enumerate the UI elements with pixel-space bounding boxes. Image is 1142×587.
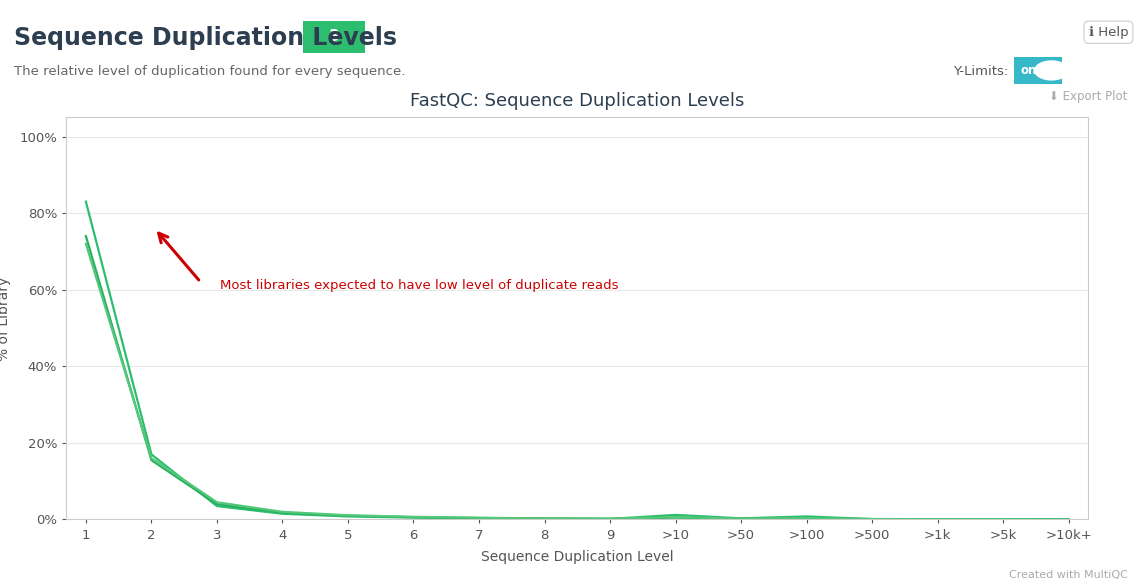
Text: The relative level of duplication found for every sequence.: The relative level of duplication found … [14, 65, 405, 78]
Text: ℹ Help: ℹ Help [1088, 26, 1128, 39]
Title: FastQC: Sequence Duplication Levels: FastQC: Sequence Duplication Levels [410, 92, 745, 110]
Text: Sequence Duplication Levels: Sequence Duplication Levels [14, 26, 396, 50]
Text: 3: 3 [329, 29, 339, 44]
Text: Most libraries expected to have low level of duplicate reads: Most libraries expected to have low leve… [220, 279, 619, 292]
Y-axis label: % of Library: % of Library [0, 276, 11, 360]
Circle shape [1035, 61, 1068, 80]
Text: ⬇ Export Plot: ⬇ Export Plot [1048, 90, 1127, 103]
FancyBboxPatch shape [298, 18, 370, 55]
Text: Created with MultiQC: Created with MultiQC [1010, 570, 1128, 580]
FancyBboxPatch shape [1011, 55, 1065, 86]
Text: on: on [1020, 64, 1037, 77]
Text: Y-Limits:: Y-Limits: [954, 65, 1008, 78]
X-axis label: Sequence Duplication Level: Sequence Duplication Level [481, 550, 674, 564]
